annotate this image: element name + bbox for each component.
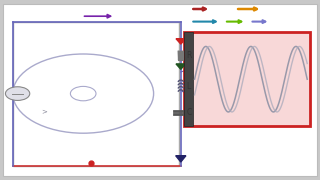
Bar [184,32,193,126]
Text: C: C [187,108,192,117]
Bar [13,22,179,166]
Text: >: > [41,108,47,114]
Bar [184,32,310,126]
Text: R: R [187,51,192,60]
Polygon shape [176,39,186,44]
Polygon shape [176,156,186,162]
Circle shape [5,87,30,100]
Text: L: L [187,82,191,91]
Polygon shape [176,64,186,69]
